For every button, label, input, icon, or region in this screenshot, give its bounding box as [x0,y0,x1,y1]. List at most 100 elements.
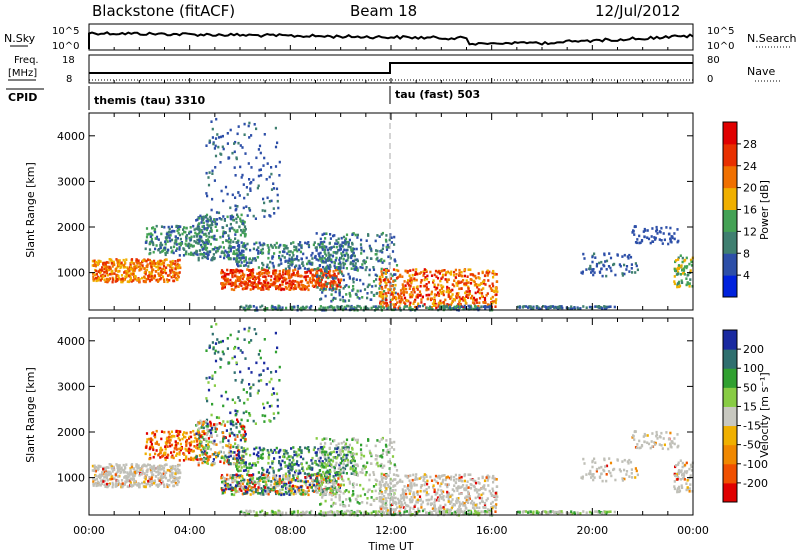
velocity-cell-1207 [252,491,255,494]
velocity-cell-446 [178,453,181,456]
velocity-cell-1463 [274,476,277,479]
velocity-cell-1344 [267,492,270,496]
power-cell-3145 [681,256,684,260]
power-cell-382 [163,269,167,272]
power-cell-2643 [453,279,456,282]
power-cell-1761 [341,241,344,244]
power-cell-2111 [381,299,384,302]
power-cell-2035 [347,299,351,302]
power-cell-2602 [486,292,489,295]
velocity-cell-799 [195,424,198,427]
power-cell-1475 [264,284,267,288]
power-cell-1606 [266,244,269,247]
power-cell-1841 [248,257,251,260]
velocity-cell-361 [117,475,120,478]
power-cell-1546 [325,285,328,288]
power-cell-2119 [389,256,392,260]
power-cell-578 [154,237,157,240]
power-cell-2964 [554,305,557,309]
velocity-cell-641 [222,437,225,440]
power-cell-2612 [461,296,465,299]
velocity-cell-878 [236,418,239,422]
velocity-cell-953 [268,405,271,408]
power-cell-2998 [521,306,524,309]
velocity-cell-1406 [230,493,233,496]
velocity-cell-563 [150,442,153,446]
velocity-cell-433 [183,435,186,439]
power-cell-2609 [425,286,428,289]
power-cell-63 [163,278,166,281]
power-cell-2603 [425,283,428,286]
power-cell-2561 [446,285,449,289]
velocity-cell-998 [228,361,231,365]
velocity-cell-75 [106,470,109,474]
power-cell-388 [120,261,123,265]
velocity-cell-745 [240,434,243,437]
power-cell-1128 [249,283,252,287]
power-cell-363 [118,263,121,267]
power-cell-2659 [433,300,436,303]
power-cell-381 [135,258,138,262]
power-cell-1402 [233,282,236,285]
velocity-cell-962 [231,398,234,402]
velocity-cell-448 [159,456,162,459]
power-cell-1854 [343,248,346,252]
power-cell-1274 [305,278,308,282]
power-cell-1645 [346,258,349,262]
power-cell-2103 [387,246,390,249]
velocity-cell-603 [166,453,170,457]
velocity-cell-229 [164,476,168,480]
velocity-cell-1202 [312,483,316,487]
power-cell-2994 [545,305,548,309]
power-cell-1845 [257,246,260,249]
velocity-cell-931 [236,337,239,341]
velocity-cell-438 [183,431,186,434]
velocity-cell-1156 [251,489,254,493]
velocity-cell-466 [154,435,157,439]
power-cell-2579 [438,303,441,306]
velocity-cell-280 [144,477,147,481]
velocity-cell-1599 [261,466,264,470]
power-cell-275 [134,274,137,278]
noise-right-label: N.Search [747,32,797,45]
power-cell-2014 [360,252,363,255]
velocity-cell-596 [155,429,158,433]
power-cell-1683 [299,266,302,270]
velocity-cell-1338 [244,490,247,493]
power-cell-402 [133,265,136,269]
velocity-cell-984 [233,371,236,374]
power-cell-853 [212,218,216,221]
power-cell-2559 [457,281,460,285]
power-cell-9 [120,280,123,284]
velocity-cell-123 [129,469,132,472]
power-cell-273 [124,261,127,264]
power-cell-2412 [440,287,443,290]
power-cell-2526 [449,273,453,276]
velocity-cell-494 [178,433,181,436]
power-cell-723 [228,237,231,240]
power-cell-3030 [628,253,631,257]
velocity-cell-1098 [235,475,238,479]
power-cell-2366 [433,273,436,277]
velocity-cell-731 [205,439,208,443]
power-cell-3149 [688,282,691,285]
velocity-cell-816 [210,427,213,430]
power-cell-2167 [376,291,379,295]
velocity-cell-477 [179,442,182,446]
velocity-cell-1494 [315,477,318,480]
power-cell-3123 [650,235,653,238]
power-cell-2613 [438,301,441,305]
power-cell-311 [103,274,107,278]
power-cell-2164 [395,264,399,267]
power-colorbar-swatch-7 [723,122,737,145]
power-cell-2048 [348,275,351,279]
velocity-cell-1395 [288,474,291,477]
velocity-cell-392 [130,463,134,466]
power-cell-518 [171,249,174,253]
velocity-cell-4 [161,480,165,484]
power-cell-3183 [678,285,681,289]
velocity-cell-997 [208,346,211,349]
power-cell-1276 [263,271,266,275]
power-cell-134 [108,265,111,269]
